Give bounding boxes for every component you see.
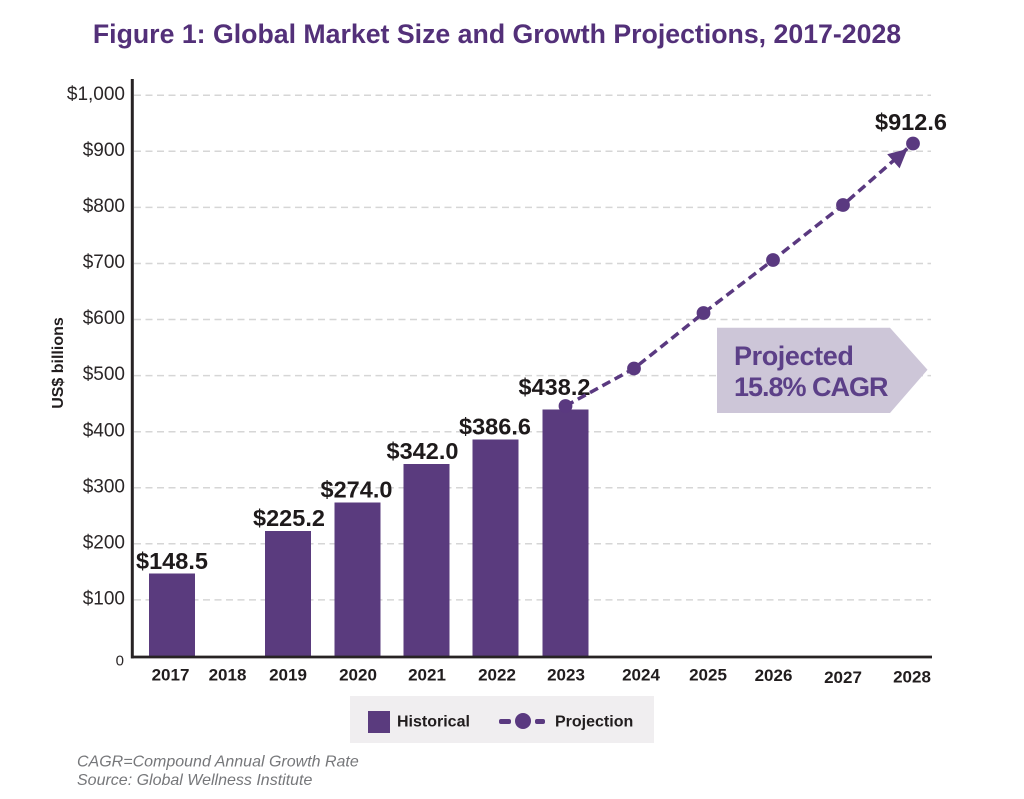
svg-text:$700: $700	[83, 252, 125, 273]
svg-text:2028: 2028	[893, 668, 931, 687]
svg-text:2022: 2022	[478, 666, 516, 685]
svg-text:$148.5: $148.5	[136, 548, 208, 574]
svg-text:2019: 2019	[269, 666, 307, 685]
svg-text:0: 0	[116, 653, 124, 670]
svg-text:Historical: Historical	[397, 714, 470, 731]
svg-text:$900: $900	[83, 140, 125, 161]
svg-text:$438.2: $438.2	[519, 374, 591, 400]
svg-text:2027: 2027	[824, 668, 862, 687]
svg-text:2018: 2018	[209, 666, 247, 685]
svg-text:2020: 2020	[339, 666, 377, 685]
svg-text:$225.2: $225.2	[253, 505, 325, 531]
svg-text:$274.0: $274.0	[321, 477, 393, 503]
svg-text:2023: 2023	[547, 666, 585, 685]
svg-text:$600: $600	[83, 308, 125, 329]
svg-text:Projection: Projection	[555, 714, 633, 731]
svg-text:$500: $500	[83, 364, 125, 385]
svg-text:2024: 2024	[622, 666, 660, 685]
svg-text:Projected: Projected	[734, 341, 853, 371]
svg-text:$200: $200	[83, 532, 125, 553]
svg-text:Source: Global Wellness Instit: Source: Global Wellness Institute	[77, 772, 312, 789]
svg-text:$386.6: $386.6	[459, 414, 531, 440]
svg-text:$400: $400	[83, 420, 125, 441]
svg-text:$300: $300	[83, 476, 125, 497]
svg-text:2021: 2021	[408, 666, 446, 685]
svg-text:$912.6: $912.6	[875, 109, 947, 135]
svg-text:$800: $800	[83, 196, 125, 217]
svg-text:15.8% CAGR: 15.8% CAGR	[734, 372, 888, 402]
svg-text:$342.0: $342.0	[387, 438, 459, 464]
svg-text:2017: 2017	[152, 666, 190, 685]
svg-text:Figure 1: Global Market Size a: Figure 1: Global Market Size and Growth …	[93, 19, 901, 49]
svg-text:2025: 2025	[689, 666, 727, 685]
svg-text:$100: $100	[83, 589, 125, 610]
svg-text:CAGR=Compound Annual Growth Ra: CAGR=Compound Annual Growth Rate	[77, 754, 359, 771]
svg-text:$1,000: $1,000	[67, 84, 125, 105]
svg-text:2026: 2026	[755, 666, 793, 685]
svg-text:US$ billions: US$ billions	[50, 317, 67, 409]
